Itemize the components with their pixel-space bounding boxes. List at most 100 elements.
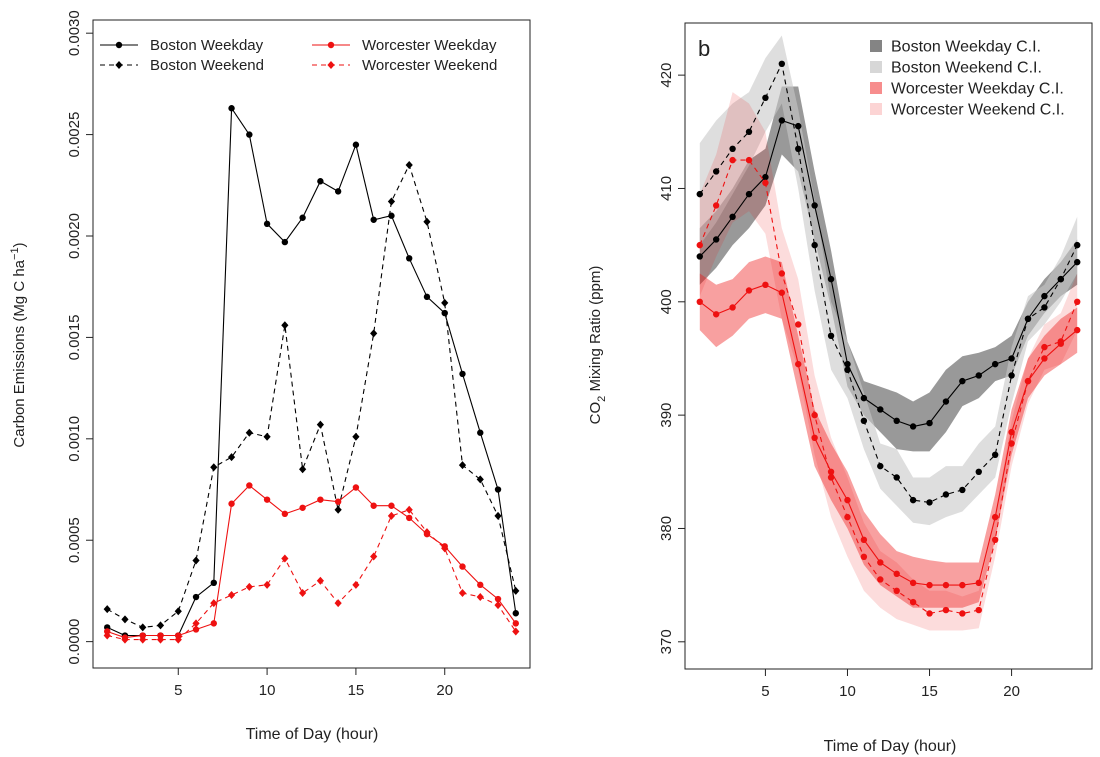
data-point [281,238,289,246]
data-point [909,423,917,430]
data-point [926,610,933,617]
data-point [405,161,413,170]
data-point [334,498,342,505]
y-tick-label: 0.0020 [66,213,83,259]
data-point [352,141,360,148]
data-point [476,475,484,484]
data-point [795,122,802,130]
plot-frame [92,19,531,669]
data-point [1074,241,1081,249]
x-tick-label: 15 [348,682,365,699]
data-point [991,536,999,543]
data-point [441,298,449,307]
x-tick-label: 5 [174,682,182,699]
data-point [926,499,933,506]
data-point [1041,304,1048,311]
y-tick-label: 390 [658,403,675,428]
data-point [263,496,271,503]
data-point [104,628,111,635]
x-tick-label: 10 [839,683,856,700]
data-point [441,544,449,553]
legend-marker [115,41,123,49]
data-point [712,168,720,175]
data-point [844,366,851,373]
data-point [263,580,271,589]
data-point [299,504,306,511]
data-point [827,332,835,339]
data-point [729,156,736,164]
data-point [877,406,884,413]
data-point [975,579,982,587]
y-tick-label: 0.0015 [66,314,83,360]
x-tick-label: 20 [1003,683,1020,700]
data-point [762,94,769,102]
series-line [106,106,517,637]
data-point [139,623,147,632]
y-tick-label: 0.0005 [66,517,83,563]
data-point [370,552,378,561]
data-point [893,417,900,424]
legend-swatch [870,103,882,115]
panel-b-bands [699,35,1078,631]
plot-frame [684,22,1093,670]
data-point [844,496,851,504]
legend-marker [115,61,123,69]
data-point [959,377,966,385]
data-point [1024,377,1032,385]
y-axis-title: CO2 Mixing Ratio (ppm) [587,266,608,425]
data-point [959,610,966,617]
data-point [458,588,467,597]
data-point [441,309,448,317]
data-point [139,635,147,644]
data-point [210,579,217,587]
series-line [699,119,1078,428]
data-point [494,486,502,493]
legend-label: Worcester Weekend C.I. [891,102,1065,119]
data-point [334,505,342,514]
series-line [107,484,517,639]
data-point [477,429,484,436]
data-point [228,500,235,507]
data-point [712,311,720,318]
y-tick-label: 420 [658,63,675,88]
x-tick-label: 15 [921,683,938,700]
panel-a-emissions-chart: 5 10 15 20 0.0000 0.0005 0.0010 0.0015 0.0020 0.0… [9,10,531,743]
data-point [860,417,868,424]
data-point [494,601,502,610]
legend-marker [327,41,335,49]
data-point [745,156,753,164]
ci-band-boston-weekday-c-i [699,86,1078,452]
legend-item-worcester-weekend-c-i: Worcester Weekend C.I. [870,102,1065,119]
legend-item-worcester-weekday: Worcester Weekday [312,37,497,54]
y-tick-label: 400 [658,289,675,314]
data-point [156,621,165,630]
data-point [299,214,306,221]
x-axis-title: Time of Day (hour) [246,726,379,743]
data-point [860,394,868,402]
data-point [423,217,431,226]
data-point [477,581,484,589]
legend-label: Worcester Weekend [362,57,497,74]
legend-item-boston-weekend: Boston Weekend [100,57,264,74]
data-point [512,627,520,636]
data-point [729,213,736,220]
data-point [795,145,802,152]
data-point [388,502,395,509]
data-point [281,321,289,330]
data-point [192,619,200,628]
data-point [959,486,966,494]
y-axis-title-main: CO [587,402,604,425]
data-point [281,554,289,563]
series-worcester-weekend-c-i [696,156,1081,617]
y-axis-title-sup: −1 [9,247,21,260]
series-boston-weekend [103,161,520,632]
data-point [245,428,253,437]
data-point [893,474,900,481]
data-point [877,462,884,470]
series-boston-weekday [104,105,519,639]
data-point [175,632,182,639]
y-tick-label: 380 [658,516,675,541]
data-point [959,581,966,589]
data-point [157,632,164,639]
